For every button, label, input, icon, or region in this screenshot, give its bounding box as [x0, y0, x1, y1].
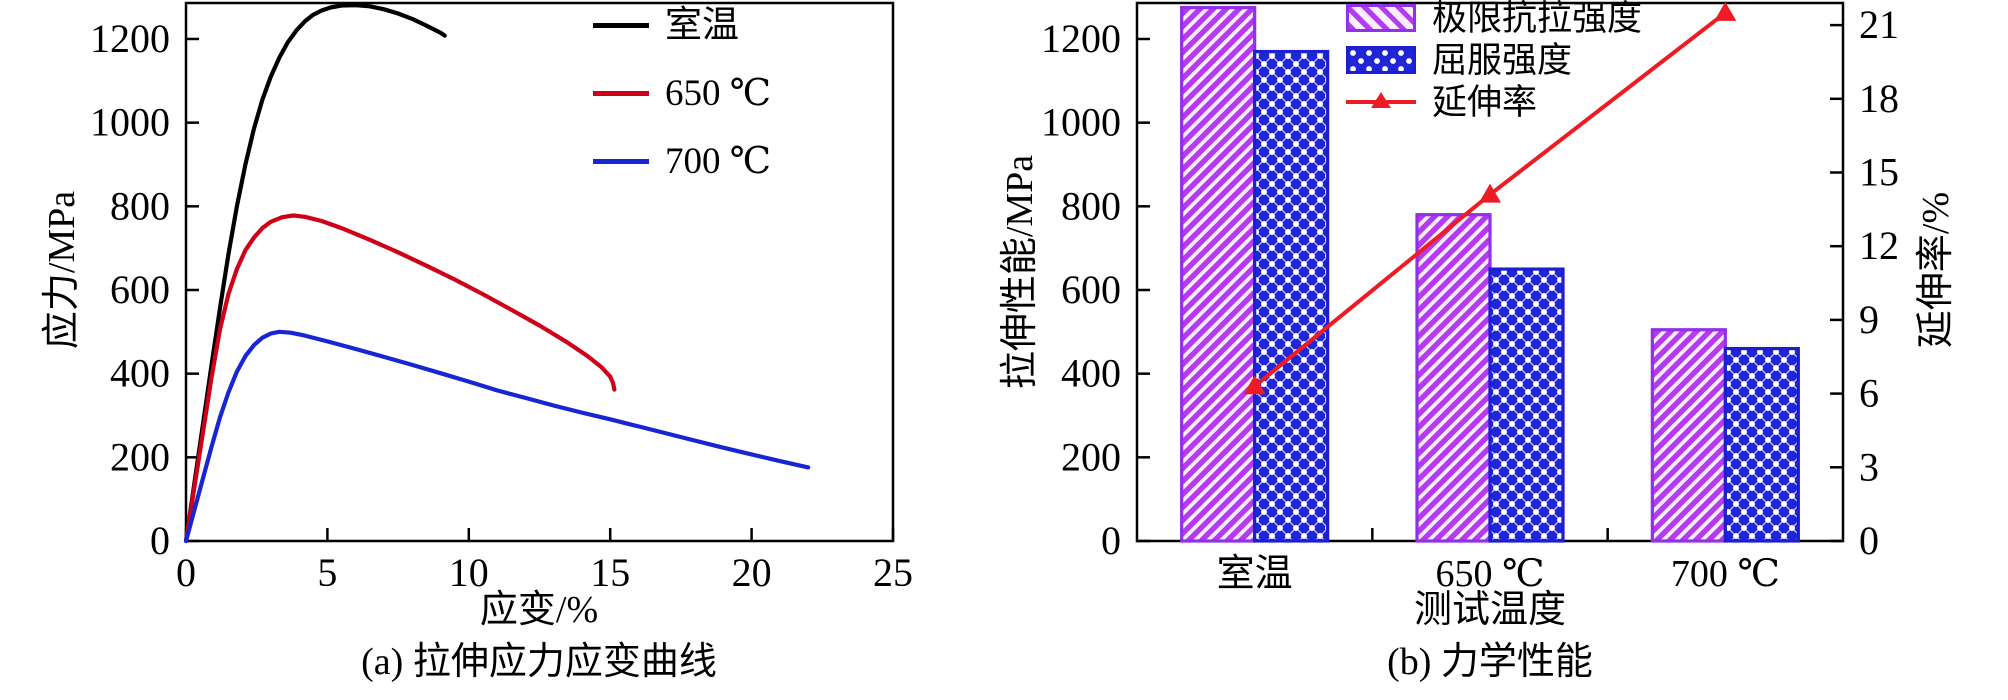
- svg-text:600: 600: [1061, 267, 1121, 312]
- panel-b-caption: (b) 力学性能: [1387, 641, 1593, 683]
- svg-text:0: 0: [150, 518, 170, 563]
- legend-item-elongation: 延伸率: [1346, 82, 1642, 122]
- legend-label: 650 ℃: [665, 72, 772, 114]
- legend-item-room-temp: 室温: [593, 6, 771, 44]
- room-temp-line-swatch: [593, 22, 649, 28]
- panel-a-x-axis-label: 应变/%: [479, 589, 599, 631]
- svg-text:18: 18: [1859, 76, 1899, 121]
- legend-item-650c: 650 ℃: [593, 74, 771, 112]
- 650c-line-swatch: [593, 90, 649, 96]
- panel-b-x-axis-label: 测试温度: [1413, 589, 1567, 631]
- svg-text:200: 200: [1061, 434, 1121, 479]
- svg-text:9: 9: [1859, 297, 1879, 342]
- svg-text:20: 20: [732, 550, 772, 595]
- legend-item-700c: 700 ℃: [593, 142, 771, 180]
- triangle-marker-icon: [1371, 92, 1391, 108]
- svg-text:15: 15: [590, 550, 630, 595]
- svg-text:700 ℃: 700 ℃: [1671, 553, 1780, 595]
- svg-text:0: 0: [1101, 518, 1121, 563]
- legend-item-uts: 极限抗拉强度: [1346, 0, 1643, 38]
- elongation-line-swatch: [1346, 92, 1416, 112]
- svg-text:6: 6: [1859, 371, 1879, 416]
- svg-text:1000: 1000: [90, 100, 170, 145]
- panel-a-caption: (a) 拉伸应力应变曲线: [361, 641, 717, 683]
- svg-text:400: 400: [1061, 351, 1121, 396]
- panel-a-y-axis-label: 应力/MPa: [41, 190, 83, 350]
- panel-a-legend: 室温 650 ℃ 700 ℃: [593, 6, 771, 180]
- panel-b-right-y-axis-label: 延伸率/%: [1915, 191, 1957, 349]
- svg-text:15: 15: [1859, 150, 1899, 195]
- 700c-line-swatch: [593, 158, 649, 164]
- svg-text:650 ℃: 650 ℃: [1435, 553, 1544, 595]
- yield-dots-swatch: [1346, 46, 1416, 74]
- legend-item-yield: 屈服强度: [1346, 40, 1642, 80]
- svg-text:200: 200: [110, 434, 170, 479]
- svg-text:800: 800: [1061, 183, 1121, 228]
- svg-text:1200: 1200: [1041, 16, 1121, 61]
- svg-text:1000: 1000: [1041, 100, 1121, 145]
- svg-text:0: 0: [1859, 518, 1879, 563]
- panel-b-left-y-axis-label: 拉伸性能/MPa: [999, 154, 1041, 390]
- svg-text:600: 600: [110, 267, 170, 312]
- svg-text:800: 800: [110, 183, 170, 228]
- svg-text:10: 10: [449, 550, 489, 595]
- uts-hatch-swatch: [1346, 4, 1416, 32]
- legend-label: 700 ℃: [665, 140, 772, 182]
- legend-label: 屈服强度: [1432, 40, 1573, 80]
- svg-text:12: 12: [1859, 223, 1899, 268]
- svg-text:3: 3: [1859, 444, 1879, 489]
- legend-label: 极限抗拉强度: [1432, 0, 1643, 38]
- svg-text:400: 400: [110, 351, 170, 396]
- svg-text:0: 0: [176, 550, 196, 595]
- panel-b-legend: 极限抗拉强度 屈服强度 延伸率: [1346, 0, 1643, 122]
- svg-text:21: 21: [1859, 2, 1899, 47]
- legend-label: 室温: [665, 4, 739, 46]
- legend-label: 延伸率: [1432, 82, 1538, 122]
- svg-text:1200: 1200: [90, 16, 170, 61]
- svg-text:5: 5: [317, 550, 337, 595]
- svg-text:25: 25: [873, 550, 913, 595]
- svg-text:室温: 室温: [1217, 553, 1293, 595]
